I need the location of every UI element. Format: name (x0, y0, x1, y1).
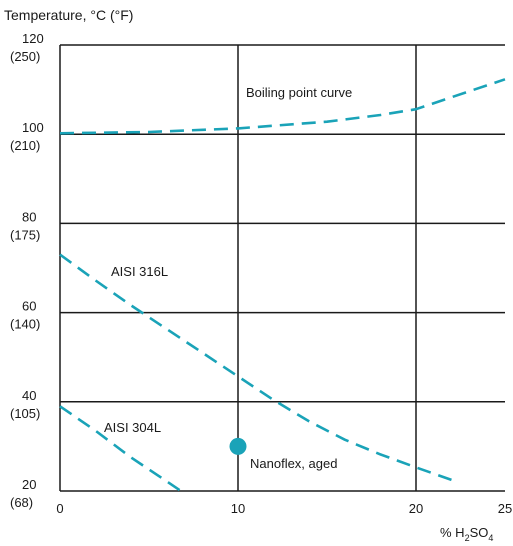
series-lines (59, 78, 506, 493)
y-tick-sublabel-4: (105) (10, 406, 40, 421)
series-line-2 (59, 405, 182, 493)
y-tick-label-5: 20 (22, 477, 36, 492)
y-tick-sublabel-5: (68) (10, 495, 33, 510)
grid (59, 44, 505, 492)
x-tick-labels: 0 10 20 25 (56, 501, 512, 516)
x-tick-label-0: 0 (56, 501, 63, 516)
x-tick-label-3: 25 (498, 501, 512, 516)
y-tick-sublabel-0: (250) (10, 49, 40, 64)
x-axis-label: % H2SO4 (440, 525, 493, 543)
label-nanoflex-aged: Nanoflex, aged (250, 456, 337, 471)
data-point-0 (229, 437, 247, 455)
y-tick-sublabel-2: (175) (10, 227, 40, 242)
x-tick-label-1: 10 (231, 501, 245, 516)
x-tick-label-2: 20 (409, 501, 423, 516)
data-points (229, 437, 247, 455)
y-tick-label-1: 100 (22, 120, 44, 135)
y-tick-sublabel-3: (140) (10, 317, 40, 332)
y-tick-label-3: 60 (22, 299, 36, 314)
y-tick-labels: 120 (250) 100 (210) 80 (175) 60 (140) 40 (105) 20 (… (10, 31, 44, 510)
y-tick-label-4: 40 (22, 388, 36, 403)
label-aisi-304l: AISI 304L (104, 420, 161, 435)
chart-title: Temperature, °C (°F) (4, 7, 133, 23)
label-boiling-point-curve: Boiling point curve (246, 85, 352, 100)
y-tick-sublabel-1: (210) (10, 138, 40, 153)
y-tick-label-2: 80 (22, 209, 36, 224)
series-line-1 (59, 253, 453, 482)
y-tick-label-0: 120 (22, 31, 44, 46)
series-line-0 (59, 78, 506, 135)
label-aisi-316l: AISI 316L (111, 264, 168, 279)
